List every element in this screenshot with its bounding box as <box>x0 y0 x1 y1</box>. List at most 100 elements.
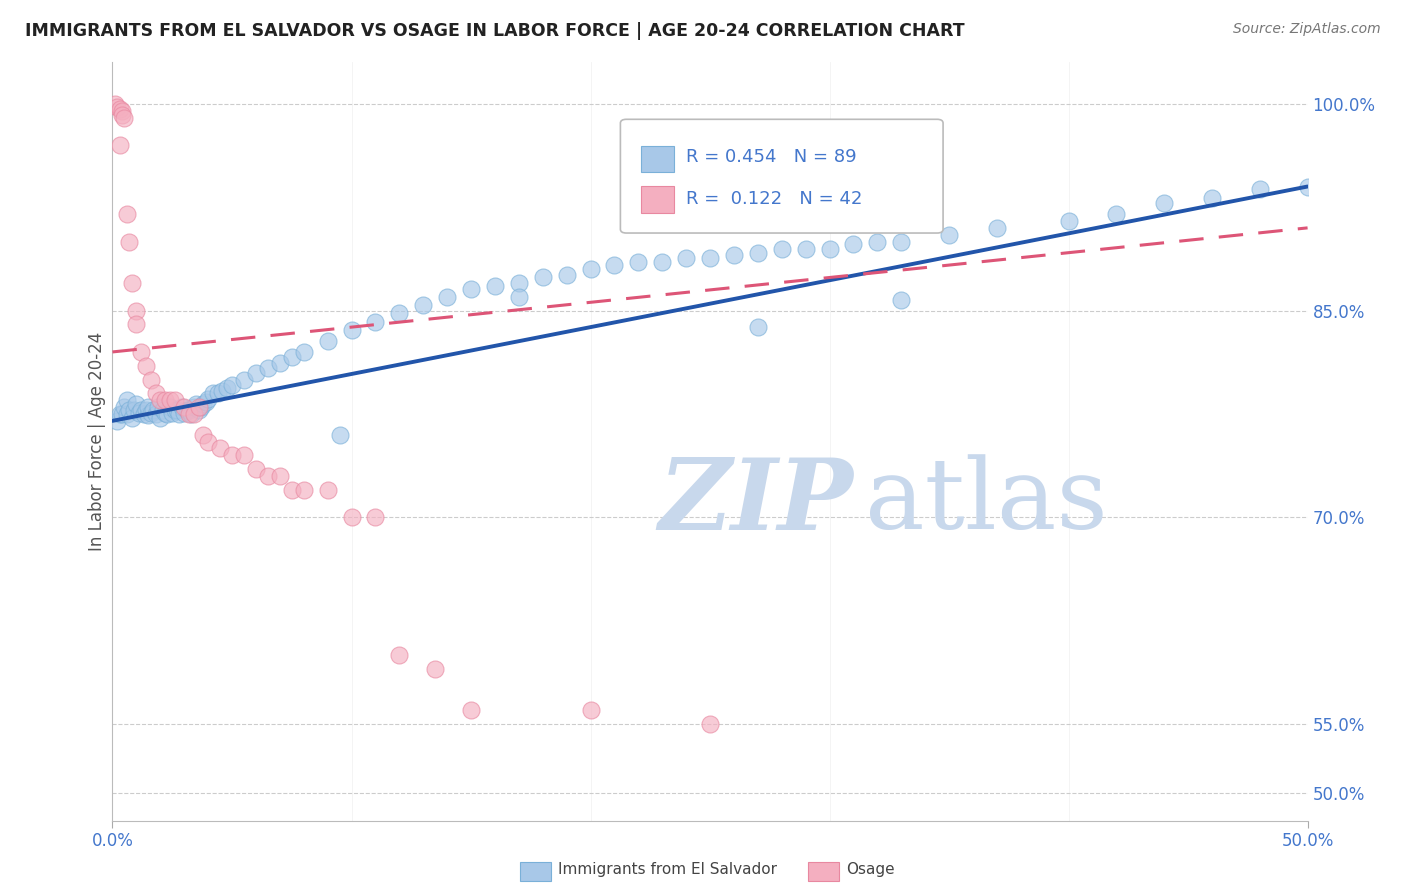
Point <box>142 402 165 417</box>
Point <box>651 255 673 269</box>
Point <box>115 207 138 221</box>
Point <box>138 409 160 423</box>
Point <box>460 703 482 717</box>
Point <box>340 323 363 337</box>
Point <box>111 103 134 118</box>
Point <box>111 407 134 421</box>
Point <box>114 400 135 414</box>
Point <box>508 276 530 290</box>
Point <box>340 510 363 524</box>
Point <box>436 290 458 304</box>
Y-axis label: In Labor Force | Age 20-24: In Labor Force | Age 20-24 <box>87 332 105 551</box>
Point <box>193 427 215 442</box>
Point <box>329 427 352 442</box>
Point <box>162 406 183 420</box>
Point <box>173 406 195 420</box>
Point <box>108 138 131 153</box>
Point <box>173 400 195 414</box>
Point <box>221 448 243 462</box>
Point <box>135 402 157 417</box>
Point <box>121 411 143 425</box>
Point <box>108 407 131 421</box>
Text: Source: ZipAtlas.com: Source: ZipAtlas.com <box>1233 22 1381 37</box>
Point <box>177 407 200 421</box>
Point <box>183 407 205 421</box>
Point <box>197 392 219 406</box>
Point <box>747 245 769 260</box>
Point <box>176 402 198 417</box>
Point <box>115 393 138 408</box>
Point <box>125 397 148 411</box>
Point <box>180 407 202 421</box>
Point <box>579 262 602 277</box>
Point <box>163 393 186 408</box>
Point <box>121 276 143 290</box>
Point <box>183 400 205 414</box>
Point <box>128 406 150 420</box>
Point <box>201 386 224 401</box>
Point <box>770 242 793 256</box>
Point <box>269 356 291 370</box>
Point <box>207 386 229 401</box>
Point <box>316 483 339 497</box>
Text: Immigrants from El Salvador: Immigrants from El Salvador <box>558 863 778 877</box>
Point <box>579 703 602 717</box>
Point <box>221 378 243 392</box>
Point <box>699 251 721 265</box>
Point <box>508 290 530 304</box>
Point <box>149 411 172 425</box>
Point <box>890 235 912 249</box>
Point <box>187 402 209 417</box>
Point <box>166 402 188 417</box>
Point <box>169 407 191 421</box>
Point <box>217 381 239 395</box>
Point <box>245 462 267 476</box>
Point <box>209 442 232 456</box>
Point <box>233 448 256 462</box>
Point <box>170 400 193 414</box>
Point <box>125 303 148 318</box>
Point <box>281 483 304 497</box>
Point <box>292 345 315 359</box>
Point <box>1296 179 1319 194</box>
Point <box>1105 207 1128 221</box>
Point <box>281 351 304 365</box>
Point <box>747 320 769 334</box>
Point <box>159 400 181 414</box>
Point <box>129 345 152 359</box>
Point <box>111 108 134 122</box>
Point <box>194 394 217 409</box>
Point <box>388 648 411 663</box>
Text: IMMIGRANTS FROM EL SALVADOR VS OSAGE IN LABOR FORCE | AGE 20-24 CORRELATION CHAR: IMMIGRANTS FROM EL SALVADOR VS OSAGE IN … <box>25 22 965 40</box>
Point <box>257 361 280 376</box>
Point <box>108 103 131 117</box>
Point <box>118 235 141 249</box>
Point <box>699 717 721 731</box>
Text: ZIP: ZIP <box>658 454 853 550</box>
Point <box>193 397 215 411</box>
Point <box>211 384 233 398</box>
Point <box>122 402 145 417</box>
Point <box>105 99 128 113</box>
Point <box>186 397 208 411</box>
Point <box>425 662 447 676</box>
Point <box>129 402 152 417</box>
Point <box>794 242 817 256</box>
Point <box>149 393 172 408</box>
FancyBboxPatch shape <box>641 145 675 172</box>
Point <box>986 220 1008 235</box>
Point <box>139 372 162 386</box>
Point <box>364 315 387 329</box>
Point <box>531 270 554 285</box>
Text: R = 0.454   N = 89: R = 0.454 N = 89 <box>686 148 856 166</box>
Point <box>153 393 176 408</box>
Point <box>627 255 650 269</box>
Point <box>484 278 506 293</box>
Point <box>723 248 745 262</box>
Text: R =  0.122   N = 42: R = 0.122 N = 42 <box>686 190 862 208</box>
Point <box>125 318 148 332</box>
Point <box>104 96 127 111</box>
Point <box>938 227 960 242</box>
Point <box>146 400 169 414</box>
Point <box>132 407 155 421</box>
